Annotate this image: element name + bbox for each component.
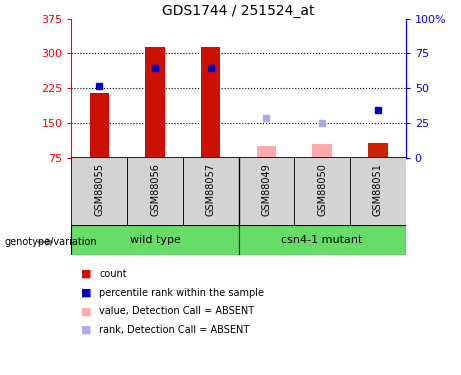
Text: value, Detection Call = ABSENT: value, Detection Call = ABSENT bbox=[99, 306, 254, 316]
Text: ■: ■ bbox=[81, 325, 91, 335]
Text: genotype/variation: genotype/variation bbox=[5, 237, 97, 247]
Text: GSM88055: GSM88055 bbox=[95, 164, 104, 216]
Text: ■: ■ bbox=[81, 306, 91, 316]
FancyBboxPatch shape bbox=[127, 158, 183, 225]
FancyBboxPatch shape bbox=[71, 225, 238, 255]
Text: rank, Detection Call = ABSENT: rank, Detection Call = ABSENT bbox=[99, 325, 249, 335]
FancyBboxPatch shape bbox=[183, 158, 238, 225]
Bar bbox=[145, 46, 165, 158]
Text: GSM88050: GSM88050 bbox=[317, 164, 327, 216]
Bar bbox=[313, 144, 332, 158]
FancyBboxPatch shape bbox=[71, 158, 127, 225]
Text: GSM88049: GSM88049 bbox=[261, 164, 272, 216]
Text: percentile rank within the sample: percentile rank within the sample bbox=[99, 288, 264, 297]
Text: GSM88057: GSM88057 bbox=[206, 164, 216, 216]
Title: GDS1744 / 251524_at: GDS1744 / 251524_at bbox=[162, 4, 315, 18]
Text: ■: ■ bbox=[81, 269, 91, 279]
Text: GSM88056: GSM88056 bbox=[150, 164, 160, 216]
FancyBboxPatch shape bbox=[350, 158, 406, 225]
Bar bbox=[89, 93, 109, 158]
Text: wild type: wild type bbox=[130, 235, 180, 245]
Text: count: count bbox=[99, 269, 127, 279]
Bar bbox=[368, 143, 388, 158]
Text: GSM88051: GSM88051 bbox=[373, 164, 383, 216]
FancyBboxPatch shape bbox=[238, 225, 406, 255]
FancyBboxPatch shape bbox=[294, 158, 350, 225]
Bar bbox=[201, 46, 220, 158]
Text: ■: ■ bbox=[81, 288, 91, 297]
Text: csn4-1 mutant: csn4-1 mutant bbox=[281, 235, 363, 245]
Bar bbox=[257, 146, 276, 158]
FancyBboxPatch shape bbox=[238, 158, 294, 225]
